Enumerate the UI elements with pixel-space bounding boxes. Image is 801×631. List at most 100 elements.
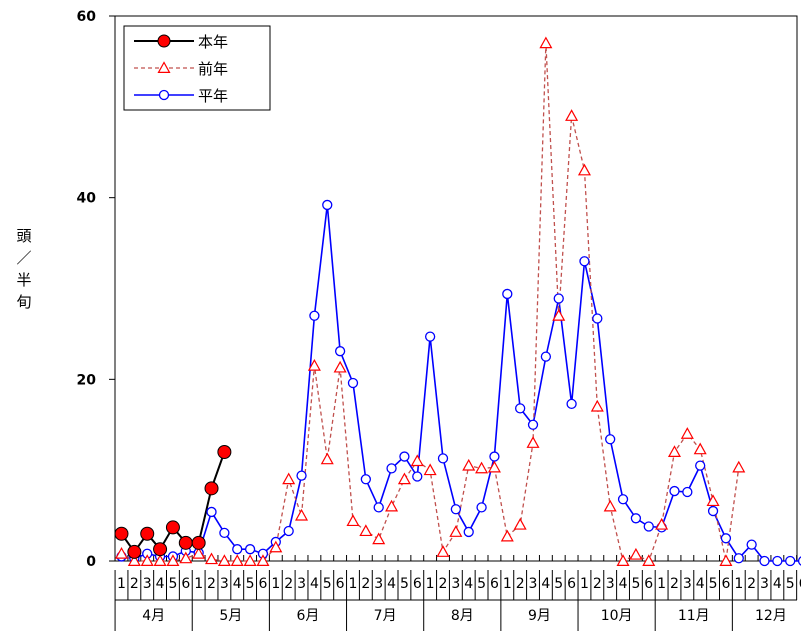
zennen-point <box>667 445 681 457</box>
x-sublabel: 3 <box>529 576 538 592</box>
x-sublabel: 4 <box>310 576 319 592</box>
heinen-point <box>424 331 436 342</box>
heinen-point <box>759 555 770 567</box>
month-label: 12月 <box>755 608 787 624</box>
honnen-point <box>165 520 180 535</box>
x-sublabel: 6 <box>567 576 576 592</box>
zennen-point <box>513 517 527 530</box>
month-label: 7月 <box>374 608 397 624</box>
heinen-point <box>733 553 744 564</box>
x-sublabel: 1 <box>194 576 203 592</box>
x-sublabel: 3 <box>374 576 383 592</box>
y-axis-label: 頭 ／ 半 旬 <box>14 225 34 313</box>
zennen-point <box>590 399 604 412</box>
series-line-honnen <box>120 451 226 554</box>
zennen-point <box>565 109 579 121</box>
x-sublabel: 1 <box>271 576 280 592</box>
x-sublabel: 6 <box>336 576 345 592</box>
x-sublabel: 4 <box>387 576 396 592</box>
x-sublabel: 6 <box>413 576 422 592</box>
month-label: 6月 <box>297 608 320 624</box>
honnen-point <box>178 535 193 550</box>
honnen-point <box>114 526 129 541</box>
heinen-point <box>566 398 577 410</box>
heinen-point <box>605 434 616 445</box>
x-sublabel: 2 <box>516 576 525 592</box>
x-sublabel: 1 <box>657 576 666 592</box>
heinen-point <box>772 555 783 567</box>
x-sublabel: 5 <box>631 576 640 592</box>
x-sublabel: 6 <box>644 576 653 592</box>
heinen-point <box>592 313 603 324</box>
month-label: 4月 <box>142 608 165 624</box>
honnen-point <box>140 526 155 541</box>
zennen-point <box>230 554 244 567</box>
x-sublabel: 5 <box>709 576 718 592</box>
x-sublabel: 1 <box>734 576 743 592</box>
zennen-point <box>539 36 553 49</box>
zennen-point <box>629 547 643 560</box>
zennen-point <box>127 554 141 567</box>
month-label: 9月 <box>528 608 551 624</box>
zennen-point <box>423 463 437 476</box>
heinen-point <box>643 521 654 532</box>
zennen-point <box>577 163 591 176</box>
zennen-point <box>256 554 270 567</box>
x-sublabel: 3 <box>606 576 615 592</box>
heinen-point <box>682 486 693 498</box>
zennen-point <box>295 508 309 521</box>
zennen-point <box>719 554 733 567</box>
heinen-point <box>386 463 397 474</box>
zennen-point <box>475 461 489 474</box>
zennen-point <box>410 454 424 467</box>
zennen-point <box>179 551 193 564</box>
zennen-point <box>552 309 566 321</box>
x-sublabel: 2 <box>207 576 216 592</box>
zennen-point <box>526 436 540 448</box>
y-axis-label-char: 頭 <box>16 227 32 245</box>
zennen-point <box>269 540 283 553</box>
x-sublabel: 5 <box>246 576 255 592</box>
honnen-point <box>204 481 219 496</box>
heinen-point <box>720 533 732 544</box>
zennen-point <box>243 554 257 567</box>
zennen-point <box>706 494 720 507</box>
zennen-point <box>449 525 463 537</box>
heinen-point <box>232 544 243 555</box>
honnen-point <box>127 544 142 559</box>
x-sublabel: 5 <box>786 576 795 592</box>
zennen-point <box>680 427 694 439</box>
heinen-point <box>502 288 513 300</box>
heinen-point <box>746 539 757 550</box>
legend-marker-heinen <box>158 89 170 101</box>
legend-marker-honnen <box>157 34 171 48</box>
heinen-point <box>206 506 217 518</box>
heinen-point <box>463 526 474 538</box>
x-sublabel: 3 <box>220 576 229 592</box>
zennen-point <box>732 460 746 473</box>
zennen-point <box>487 460 501 473</box>
heinen-point <box>296 470 307 481</box>
heinen-point <box>360 474 371 485</box>
plot-frame <box>114 15 798 562</box>
zennen-point <box>333 360 347 373</box>
x-sublabel: 4 <box>773 576 782 592</box>
x-sublabel: 2 <box>439 576 448 592</box>
heinen-point <box>540 351 552 362</box>
honnen-point <box>217 445 232 459</box>
zennen-point <box>346 514 360 527</box>
zennen-point <box>153 554 167 567</box>
x-sublabel: 1 <box>503 576 512 592</box>
heinen-point <box>437 453 449 464</box>
heinen-point <box>515 403 526 414</box>
heinen-point <box>476 502 487 513</box>
heinen-point <box>695 460 706 471</box>
y-axis-label-char: ／ <box>16 249 32 267</box>
y-tick-label: 60 <box>77 9 97 25</box>
zennen-point <box>616 554 630 567</box>
zennen-point <box>217 554 231 567</box>
zennen-point <box>205 552 219 565</box>
heinen-point <box>373 502 384 513</box>
month-label: 5月 <box>219 608 242 624</box>
